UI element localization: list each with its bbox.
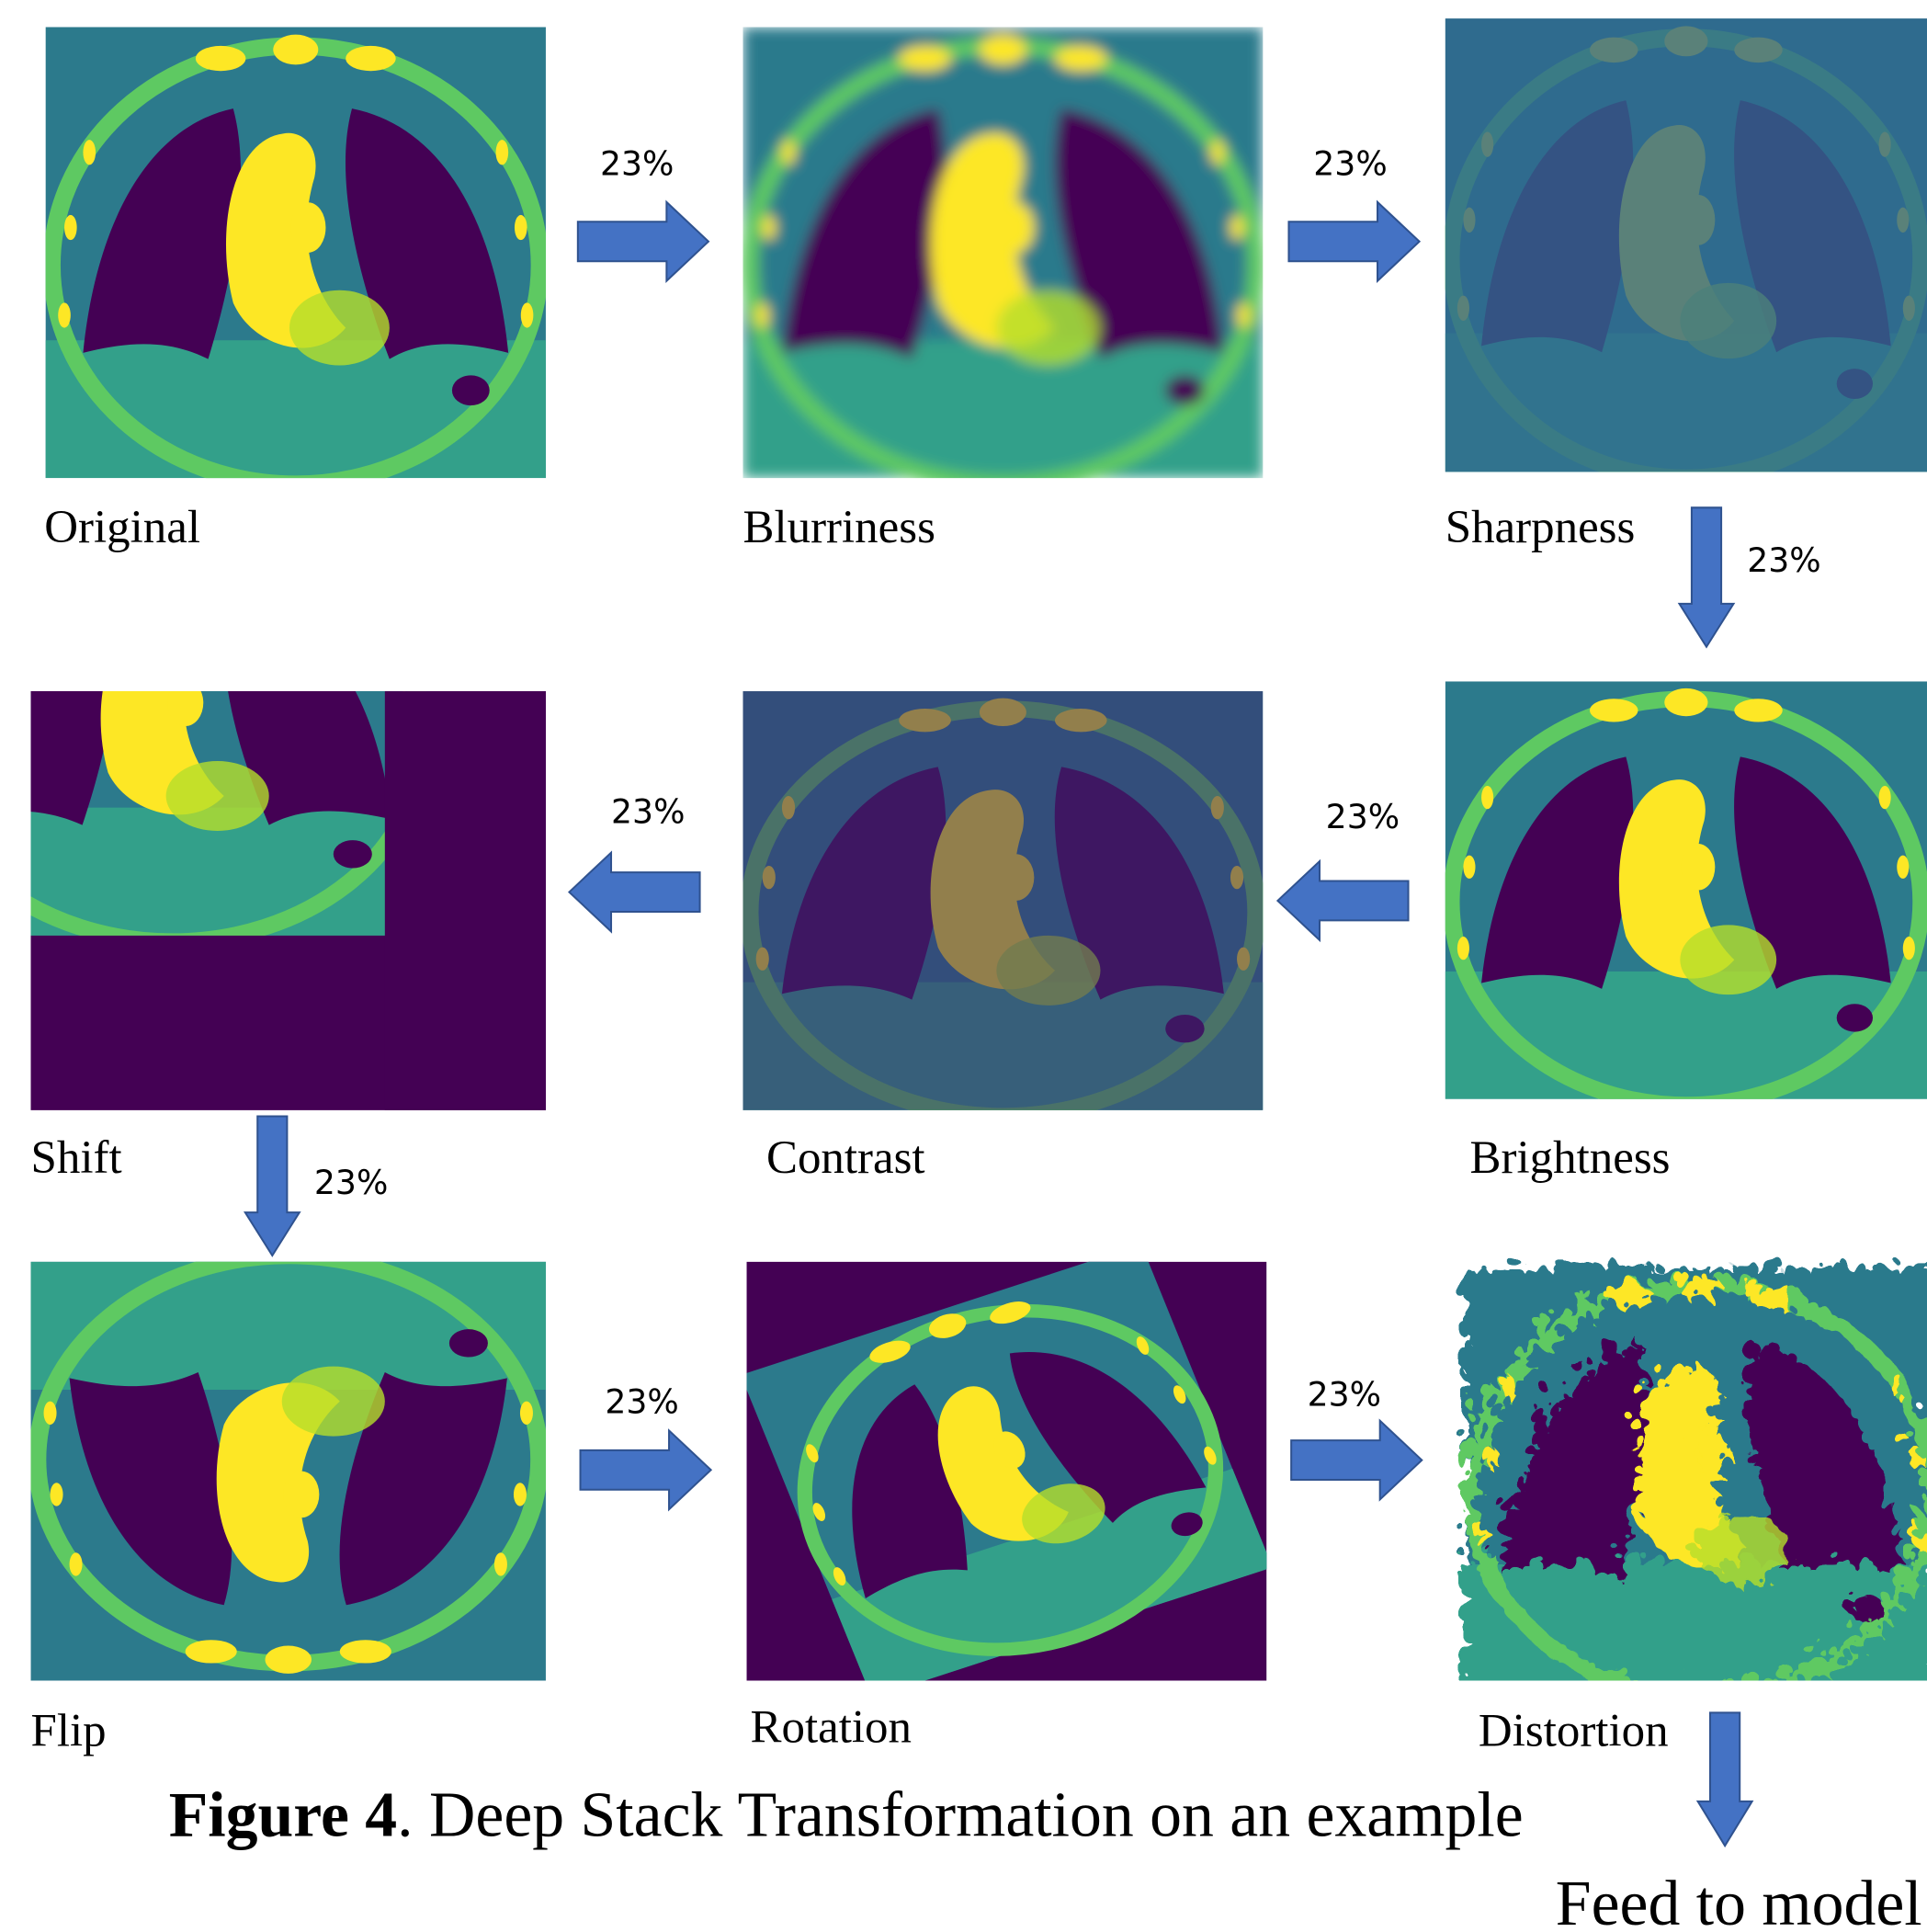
ct-image bbox=[31, 1256, 546, 1680]
panel-label: Shift bbox=[31, 1132, 122, 1184]
arrow-label: 23% bbox=[611, 791, 685, 831]
ct-image bbox=[1445, 681, 1927, 1105]
ct-image bbox=[1455, 1256, 1927, 1687]
arrow bbox=[1277, 861, 1408, 940]
ct-image bbox=[741, 1244, 1275, 1702]
panel-label: Original bbox=[44, 502, 200, 553]
arrow bbox=[581, 1430, 711, 1509]
arrow bbox=[578, 202, 708, 281]
arrow-label: 23% bbox=[605, 1382, 678, 1422]
arrow bbox=[569, 853, 699, 932]
ct-image bbox=[742, 691, 1263, 1116]
panel-label: Blurriness bbox=[742, 502, 935, 553]
caption-text: . Deep Stack Transformation on an exampl… bbox=[397, 1779, 1523, 1850]
caption-bold: Figure 4 bbox=[169, 1779, 397, 1850]
figure: Original Blurriness Sharpness Brightness Con… bbox=[0, 0, 1927, 1932]
arrow bbox=[1291, 1421, 1422, 1500]
output-label: Feed to model bbox=[1556, 1869, 1922, 1932]
ct-image bbox=[742, 27, 1263, 483]
caption: Figure 4. Deep Stack Transformation on a… bbox=[169, 1779, 1524, 1850]
arrow-label: 23% bbox=[1308, 1375, 1381, 1415]
arrow bbox=[245, 1117, 300, 1256]
arrow bbox=[1698, 1712, 1752, 1846]
ct-image bbox=[46, 27, 546, 483]
panel-label: Flip bbox=[31, 1706, 107, 1757]
panel-label: Rotation bbox=[751, 1702, 912, 1754]
arrow-label: 23% bbox=[600, 143, 674, 183]
arrow-label: 23% bbox=[1326, 797, 1400, 836]
arrow bbox=[1680, 507, 1734, 646]
ct-image bbox=[0, 517, 546, 1110]
panel-label: Brightness bbox=[1470, 1132, 1671, 1184]
arrow-label: 23% bbox=[1313, 143, 1387, 183]
arrow bbox=[1288, 202, 1419, 281]
ct-image bbox=[1445, 18, 1927, 478]
panel-label: Contrast bbox=[766, 1132, 925, 1184]
arrow-label: 23% bbox=[1747, 540, 1820, 580]
arrow-label: 23% bbox=[314, 1163, 388, 1202]
panel-label: Distortion bbox=[1479, 1706, 1669, 1757]
panel-label: Sharpness bbox=[1445, 502, 1636, 553]
